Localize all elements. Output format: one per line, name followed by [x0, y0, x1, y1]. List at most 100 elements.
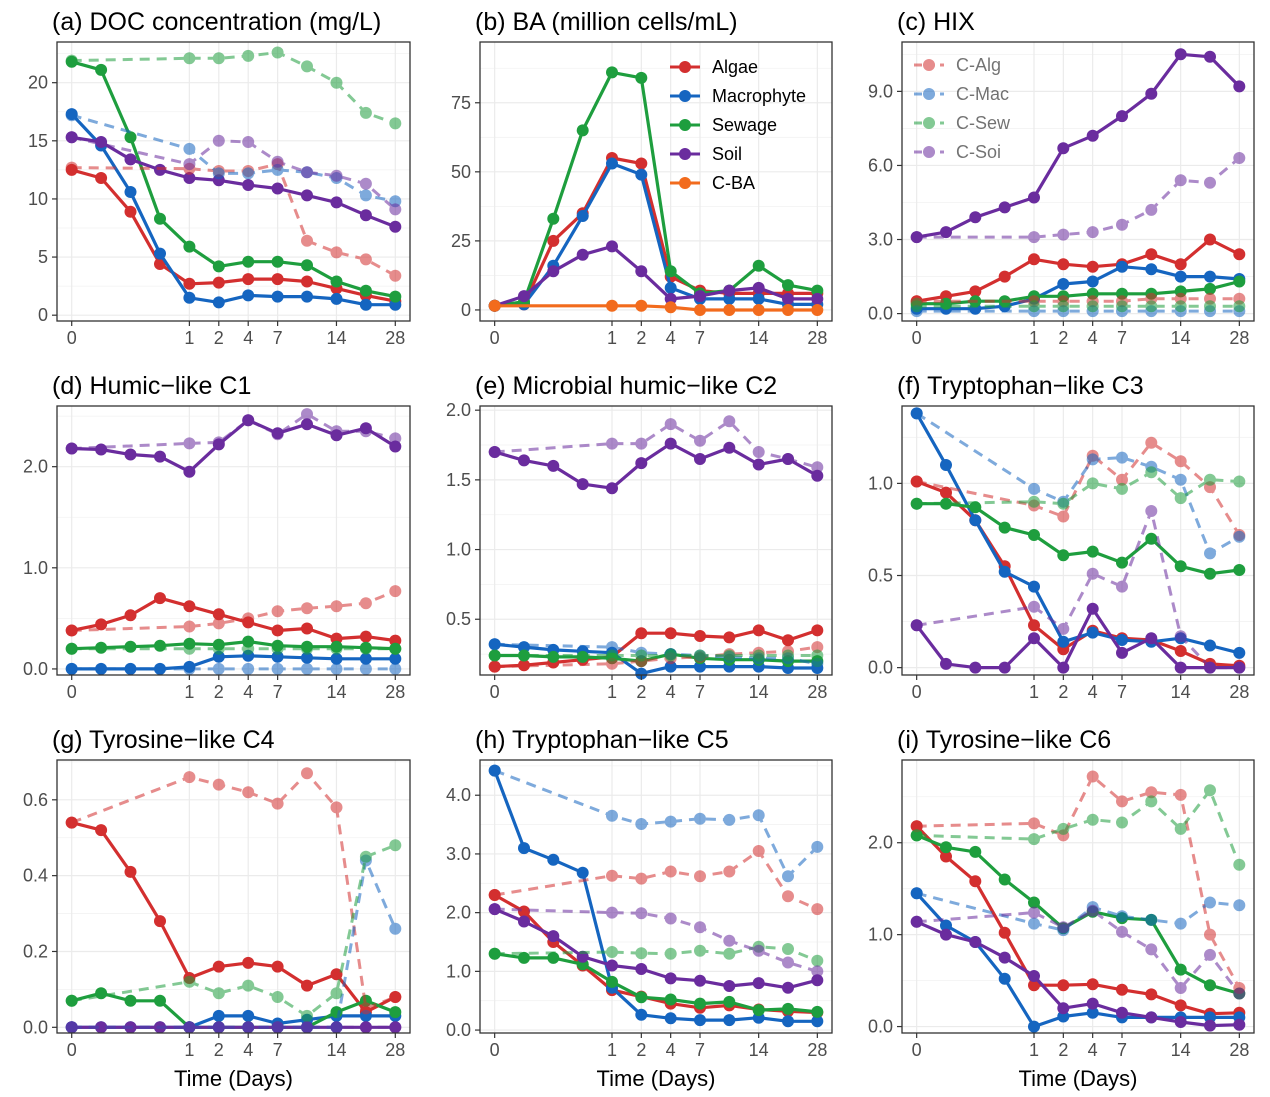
data-point-c-ba	[488, 299, 501, 312]
x-tick-label: 28	[807, 682, 827, 702]
data-point-c-sew	[183, 975, 196, 988]
data-point-soil	[1057, 661, 1070, 674]
x-tick-label: 2	[636, 1040, 646, 1060]
data-point-soil	[154, 450, 166, 463]
data-point-c-sew	[910, 497, 923, 510]
data-point-c-sew	[1086, 813, 1099, 826]
y-tick-label: 2.0	[23, 457, 48, 477]
data-point-soil	[359, 209, 372, 222]
data-point-c-sew	[1116, 482, 1128, 495]
data-point-macrophyte	[664, 1012, 677, 1025]
panel-f-tryptophan-like-c3: 0.0 0.5 1.0 0 1 2 4 7 14 28 (f) Tryptophan−like C3	[868, 372, 1255, 702]
x-tick-label: 0	[912, 1040, 922, 1060]
data-point-c-mac	[1174, 473, 1187, 486]
data-point-c-soi	[301, 1021, 313, 1034]
x-tick-label: 0	[490, 1040, 500, 1060]
data-point-macrophyte	[1116, 260, 1128, 273]
data-point-c-mac	[1174, 917, 1187, 930]
data-point-c-soi	[1233, 152, 1246, 164]
data-point-soil	[606, 482, 618, 495]
data-point-algae	[969, 875, 982, 888]
x-tick-label: 7	[273, 1040, 283, 1060]
x-tick-label: 2	[214, 682, 224, 702]
data-point-sewage	[271, 255, 284, 268]
y-tick-label: 0.6	[23, 790, 48, 810]
data-point-soil	[1028, 632, 1040, 645]
data-point-c-soi	[183, 1021, 196, 1034]
data-point-c-mac	[301, 662, 313, 675]
data-point-macrophyte	[1116, 634, 1128, 646]
legend-label: C-BA	[712, 173, 755, 193]
data-point-c-sew	[389, 117, 402, 130]
data-point-c-sew	[301, 1009, 313, 1022]
data-point-c-sew	[606, 946, 618, 958]
data-point-macrophyte	[212, 296, 225, 309]
data-point-c-mac	[1204, 896, 1216, 909]
panel-border	[901, 759, 1255, 1034]
data-point-c-alg	[212, 778, 225, 791]
data-point-c-alg	[389, 585, 402, 598]
data-point-soil	[518, 915, 530, 928]
data-point-soil	[547, 930, 560, 943]
data-point-c-soi	[782, 453, 794, 465]
data-point-c-mac	[723, 813, 736, 826]
data-point-soil	[635, 457, 648, 470]
data-point-sewage	[359, 284, 372, 297]
data-point-sewage	[811, 284, 824, 297]
data-point-c-mac	[359, 662, 372, 675]
series-line-algae	[71, 821, 397, 1014]
data-point-sewage	[518, 649, 530, 662]
data-point-c-sew	[782, 943, 794, 955]
plot-background	[480, 406, 832, 675]
data-point-soil	[301, 189, 313, 202]
data-point-sewage	[1174, 560, 1187, 573]
y-tick-label: 3.0	[868, 230, 893, 250]
data-point-algae	[723, 631, 736, 644]
data-point-algae	[998, 270, 1011, 283]
panel-title: (d) Humic−like C1	[52, 372, 251, 400]
data-point-sewage	[1086, 545, 1099, 558]
data-point-macrophyte	[1086, 1006, 1099, 1019]
data-point-c-sew	[664, 947, 677, 960]
data-point-c-soi	[694, 921, 706, 934]
data-point-c-soi	[1233, 987, 1246, 1000]
panel-title: (e) Microbial humic−like C2	[475, 372, 777, 400]
data-point-c-soi	[723, 934, 736, 947]
data-point-c-alg	[271, 797, 284, 810]
data-point-soil	[1057, 1002, 1070, 1015]
data-point-c-mac	[606, 809, 618, 822]
data-point-c-mac	[606, 641, 618, 654]
panel-title: (c) HIX	[897, 8, 975, 36]
data-point-macrophyte	[694, 1014, 706, 1027]
data-point-soil	[940, 226, 952, 239]
data-point-algae	[1145, 988, 1158, 1001]
data-point-c-soi	[1204, 176, 1216, 189]
data-point-c-sew	[1174, 822, 1187, 835]
data-point-algae	[359, 630, 372, 643]
x-tick-label: 28	[807, 328, 827, 348]
data-point-soil	[1174, 661, 1187, 674]
data-point-c-sew	[1116, 300, 1128, 313]
data-point-algae	[547, 234, 560, 247]
data-point-c-mac	[910, 407, 923, 420]
data-point-soil	[782, 981, 794, 994]
data-point-soil	[1086, 602, 1099, 615]
data-point-c-sew	[1145, 795, 1158, 808]
data-point-c-mac	[488, 764, 501, 777]
x-tick-label: 14	[326, 1040, 346, 1060]
series-soil	[488, 240, 824, 312]
data-point-algae	[183, 600, 196, 613]
data-point-sewage	[1028, 529, 1040, 541]
series-c-alg	[65, 585, 402, 637]
data-point-algae	[1145, 248, 1158, 261]
legend-entry-algae: Algae	[670, 57, 758, 77]
data-point-c-alg	[359, 597, 372, 610]
data-point-soil	[998, 661, 1011, 674]
data-point-soil	[723, 441, 736, 454]
data-point-c-alg	[1116, 473, 1128, 486]
data-point-sewage	[1174, 963, 1187, 976]
y-tick-label: 4.0	[446, 785, 471, 805]
data-point-c-alg	[1086, 770, 1099, 783]
data-point-c-sew	[1057, 300, 1070, 313]
data-point-soil	[635, 963, 648, 975]
